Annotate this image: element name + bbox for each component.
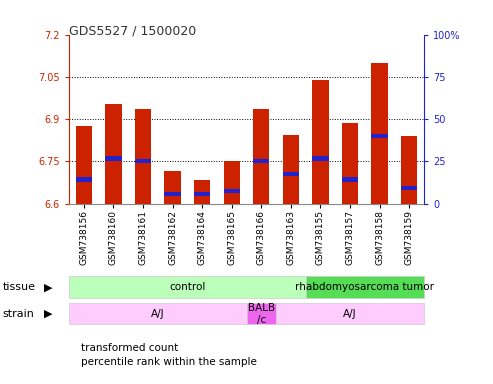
Bar <box>246 303 276 324</box>
Text: GDS5527 / 1500020: GDS5527 / 1500020 <box>69 25 196 38</box>
Text: strain: strain <box>2 309 35 319</box>
Bar <box>313 156 329 161</box>
Bar <box>194 180 211 204</box>
Text: A/J: A/J <box>151 309 165 319</box>
Bar <box>165 192 181 196</box>
Bar <box>253 109 269 204</box>
Bar <box>106 104 122 204</box>
Bar <box>69 276 306 298</box>
Bar <box>313 79 329 204</box>
Bar <box>194 192 211 196</box>
Text: percentile rank within the sample: percentile rank within the sample <box>81 357 257 367</box>
Text: A/J: A/J <box>343 309 357 319</box>
Text: ▶: ▶ <box>44 309 53 319</box>
Text: transformed count: transformed count <box>81 343 178 353</box>
Bar <box>342 123 358 204</box>
Bar <box>276 303 424 324</box>
Bar <box>224 161 240 204</box>
Bar <box>342 177 358 182</box>
Bar <box>135 159 151 163</box>
Text: rhabdomyosarcoma tumor: rhabdomyosarcoma tumor <box>295 282 434 292</box>
Bar <box>165 171 181 204</box>
Bar <box>372 63 387 204</box>
Bar <box>283 172 299 176</box>
Bar <box>253 159 269 163</box>
Text: BALB
/c: BALB /c <box>247 303 275 325</box>
Text: tissue: tissue <box>2 282 35 292</box>
Text: ▶: ▶ <box>44 282 53 292</box>
Bar <box>283 134 299 204</box>
Bar <box>69 303 246 324</box>
Bar <box>76 177 92 182</box>
Text: control: control <box>169 282 206 292</box>
Bar <box>372 134 387 138</box>
Bar <box>306 276 424 298</box>
Bar <box>401 136 417 204</box>
Bar <box>106 156 122 161</box>
Bar <box>224 189 240 193</box>
Bar <box>401 186 417 190</box>
Bar <box>135 109 151 204</box>
Bar <box>76 126 92 204</box>
